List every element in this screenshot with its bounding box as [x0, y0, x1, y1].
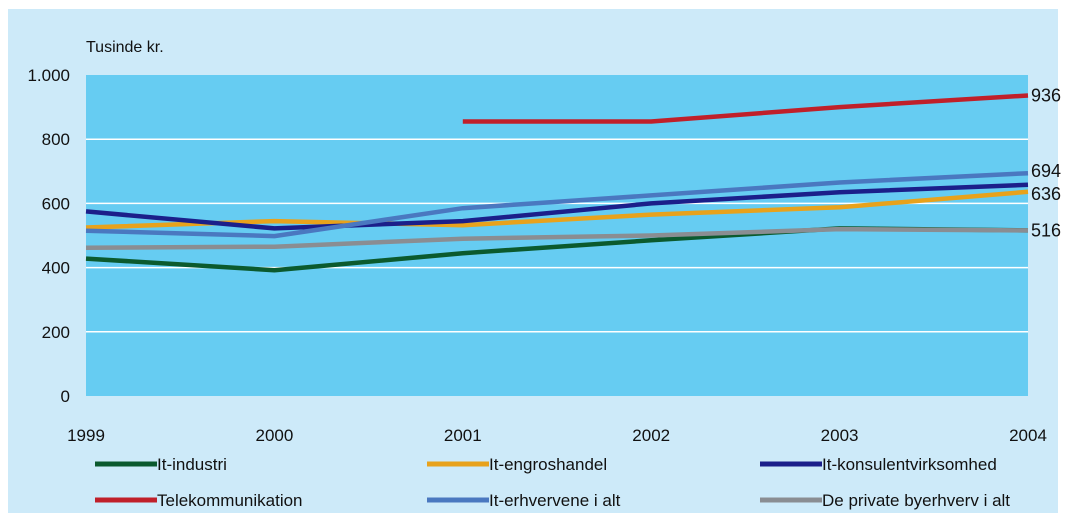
x-tick-label: 2000	[255, 426, 293, 445]
end-value-labels: 936 694 636 516	[1031, 86, 1061, 241]
x-tick-labels: 1999 2000 2001 2002 2003 2004	[67, 426, 1047, 445]
series-lines	[85, 93, 1029, 273]
series-line	[85, 189, 1029, 230]
x-tick-label: 1999	[67, 426, 105, 445]
y-tick-labels: 0 200 400 600 800 1.000	[27, 66, 70, 406]
series-line	[85, 226, 1029, 250]
x-tick-label: 2002	[632, 426, 670, 445]
legend-label: It-erhvervene i alt	[489, 491, 621, 510]
end-value-label: 694	[1031, 161, 1061, 181]
legend-label: It-konsulentvirksomhed	[822, 455, 997, 474]
end-value-label: 636	[1031, 184, 1061, 204]
series-line	[85, 170, 1029, 239]
series-line	[462, 93, 1029, 124]
y-tick-label: 800	[42, 130, 70, 149]
series-line	[85, 182, 1029, 231]
legend-label: Telekommunikation	[157, 491, 303, 510]
legend-label: De private byerhverv i alt	[822, 491, 1010, 510]
x-tick-label: 2001	[444, 426, 482, 445]
legend-label: It-industri	[157, 455, 227, 474]
legend: It-industri It-engroshandel It-konsulentvi…	[95, 455, 1010, 510]
end-value-label: 936	[1031, 86, 1061, 106]
y-tick-label: 600	[42, 194, 70, 213]
x-tick-label: 2004	[1009, 426, 1047, 445]
end-value-label: 516	[1031, 220, 1061, 240]
y-unit-label: Tusinde kr.	[86, 39, 164, 56]
y-tick-label: 1.000	[27, 66, 70, 85]
legend-label: It-engroshandel	[489, 455, 607, 474]
x-tick-label: 2003	[821, 426, 859, 445]
y-tick-label: 0	[61, 387, 70, 406]
y-tick-label: 200	[42, 323, 70, 342]
y-tick-label: 400	[42, 259, 70, 278]
